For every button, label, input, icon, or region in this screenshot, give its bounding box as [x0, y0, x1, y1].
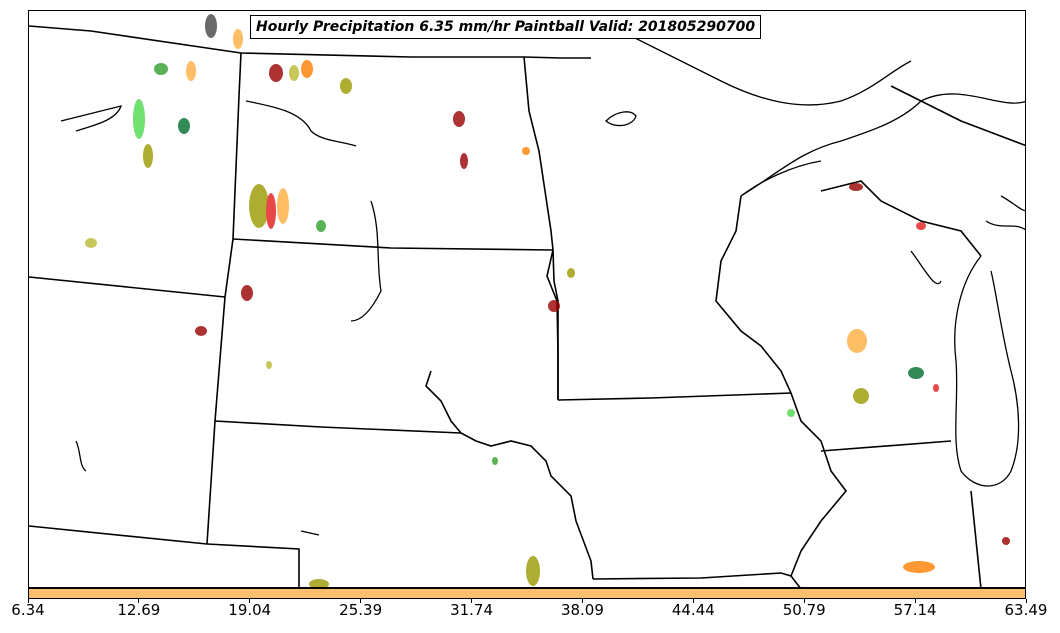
- precip-blob: [903, 561, 935, 573]
- colorbar: [28, 588, 1026, 599]
- precip-blob: [522, 147, 530, 155]
- boundary-utah-south: [29, 525, 208, 545]
- precip-blob: [143, 144, 153, 168]
- boundary-iowa-north: [557, 392, 792, 401]
- colorbar-tick-label: 31.74: [450, 601, 494, 619]
- lake-huron-edge: [1000, 195, 1025, 212]
- colorbar-tick-label: 38.09: [560, 601, 604, 619]
- colorbar-tick-label: 12.69: [117, 601, 161, 619]
- boundary-wi-south: [820, 440, 952, 452]
- colorbar-tick: [803, 599, 805, 603]
- precip-blob: [301, 60, 313, 78]
- precip-blob: [853, 388, 869, 404]
- lake-superior-shore: [740, 93, 1025, 197]
- precip-blob: [269, 64, 283, 82]
- boundary-wi-west: [715, 195, 792, 394]
- colorbar-tick: [360, 599, 362, 603]
- colorbar-tick-label: 50.79: [782, 601, 826, 619]
- lake-outlines: [60, 20, 1025, 536]
- precip-blob: [241, 285, 253, 301]
- boundary-ne-ks: [206, 543, 300, 587]
- map-title: Hourly Precipitation 6.35 mm/hr Paintbal…: [250, 15, 762, 39]
- precip-blob: [492, 457, 498, 465]
- boundary-missouri-river: [425, 370, 594, 580]
- boundary-il-in: [970, 490, 982, 587]
- map-panel: [28, 10, 1026, 588]
- precip-blob: [316, 220, 326, 232]
- precip-blob: [85, 238, 97, 248]
- great-salt-lake-area: [60, 105, 122, 132]
- precip-blob: [548, 300, 560, 312]
- precip-blob: [186, 61, 196, 81]
- precip-blob: [266, 361, 272, 369]
- colorbar-tick: [1025, 599, 1027, 603]
- colorbar-tick-label: 63.49: [1004, 601, 1048, 619]
- upper-mi-coast: [985, 220, 1025, 231]
- precip-blob: [205, 14, 217, 38]
- boundary-canada-east: [890, 85, 1025, 147]
- colorbar-tick: [249, 599, 251, 603]
- boundary-canada-border: [29, 25, 591, 59]
- precip-blob: [233, 29, 243, 49]
- boundary-idaho-montana: [224, 52, 242, 298]
- colorbar-tick-label: 19.04: [228, 601, 272, 619]
- colorbar-tick: [27, 599, 29, 603]
- boundary-nevada-utah: [29, 276, 226, 298]
- colorbar-tick-label: 57.14: [893, 601, 937, 619]
- precip-blob: [916, 222, 926, 230]
- boundary-iowa-east: [790, 392, 848, 577]
- red-lake: [605, 111, 637, 127]
- boundary-mn-wi: [552, 249, 559, 400]
- precip-blob: [933, 384, 939, 392]
- precip-blob: [195, 326, 207, 336]
- lake-michigan: [954, 255, 1020, 487]
- precip-blob: [178, 118, 190, 134]
- precip-blob: [340, 78, 352, 94]
- missouri-river-sd: [350, 200, 382, 322]
- precip-blob: [847, 329, 867, 353]
- small-lake-utah: [75, 440, 87, 472]
- boundary-upper-peninsula: [820, 180, 982, 257]
- precip-blob: [277, 188, 289, 224]
- colorbar-tick-label: 44.44: [671, 601, 715, 619]
- state-boundaries: [29, 25, 1025, 587]
- precip-blob: [908, 367, 924, 379]
- boundary-wy-co: [214, 420, 462, 434]
- north-shore-canada: [600, 20, 912, 106]
- precip-blob: [460, 153, 468, 169]
- precip-blob: [289, 65, 299, 81]
- colorbar-tick-label: 6.34: [11, 601, 45, 619]
- colorbar-tick: [138, 599, 140, 603]
- colorbar-tick: [914, 599, 916, 603]
- precip-blob: [453, 111, 465, 127]
- precip-blob: [526, 556, 540, 586]
- precip-blob: [787, 409, 795, 417]
- colorbar-tick-label: 25.39: [339, 601, 383, 619]
- green-bay: [910, 250, 942, 285]
- colorbar-tick: [471, 599, 473, 603]
- boundary-iowa-south: [592, 572, 801, 587]
- boundary-dakota-split: [232, 238, 554, 251]
- lake-superior-south: [740, 160, 822, 197]
- missouri-river-nd: [245, 100, 357, 147]
- precip-blob: [133, 99, 145, 139]
- precip-blob: [309, 579, 329, 587]
- precip-blobs: [85, 14, 1010, 587]
- boundary-nd-east: [523, 56, 554, 251]
- precip-blob: [154, 63, 168, 75]
- precip-blob: [567, 268, 575, 278]
- precip-blob: [266, 193, 276, 229]
- precip-blob: [849, 183, 863, 191]
- precip-blob: [1002, 537, 1010, 545]
- boundary-sd-east: [546, 249, 559, 400]
- colorbar-tick: [692, 599, 694, 603]
- precip-blob: [249, 184, 269, 228]
- precipitation-map: [29, 14, 1025, 587]
- small-lake-kansas: [300, 530, 320, 536]
- colorbar-tick: [581, 599, 583, 603]
